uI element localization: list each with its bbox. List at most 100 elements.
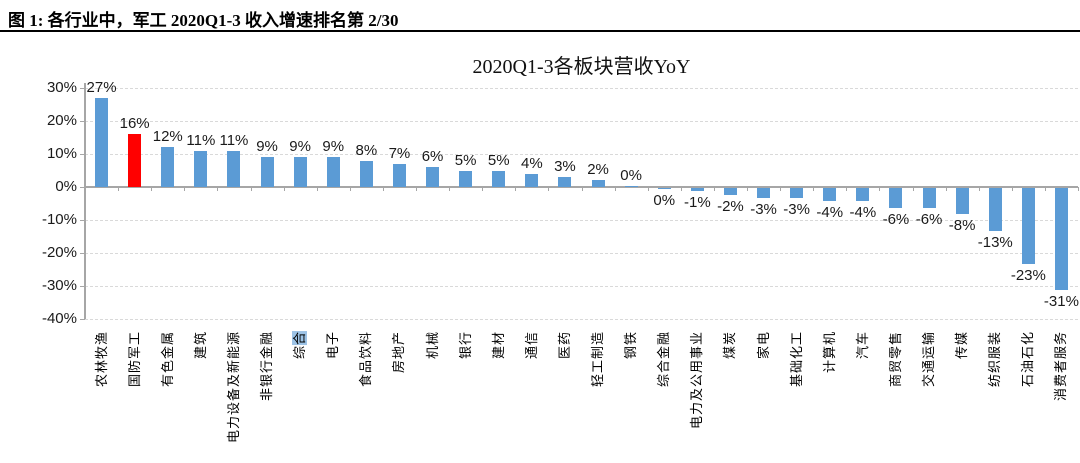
data-label: 27% bbox=[86, 78, 117, 96]
gridline bbox=[85, 220, 1078, 221]
gridline bbox=[85, 88, 1078, 89]
category-label-text: 综合 bbox=[292, 331, 308, 360]
data-label: 4% bbox=[521, 154, 543, 172]
data-label: 16% bbox=[119, 115, 150, 133]
y-axis-tick bbox=[80, 187, 85, 188]
category-label-text: 计算机 bbox=[821, 331, 837, 374]
chart-bar bbox=[790, 188, 804, 198]
x-axis-tick bbox=[283, 187, 285, 191]
data-label: 0% bbox=[620, 167, 642, 185]
category-label-text: 石油石化 bbox=[1020, 331, 1036, 388]
x-axis-tick bbox=[85, 187, 86, 191]
chart-bar bbox=[657, 188, 671, 190]
data-label: 12% bbox=[152, 128, 183, 146]
chart-bar bbox=[128, 134, 142, 187]
data-label: -8% bbox=[948, 217, 976, 235]
x-axis-tick bbox=[813, 187, 815, 191]
y-axis-label: 10% bbox=[46, 145, 77, 162]
x-axis-tick bbox=[548, 187, 550, 191]
y-axis-label: -20% bbox=[41, 244, 77, 261]
chart-bar bbox=[459, 170, 473, 187]
y-axis-line bbox=[84, 83, 86, 319]
chart-bar bbox=[723, 188, 737, 195]
x-axis-tick bbox=[912, 187, 914, 191]
category-label-text: 交通运输 bbox=[921, 331, 937, 388]
category-label-text: 汽车 bbox=[854, 331, 870, 360]
x-axis-tick bbox=[747, 187, 748, 191]
x-axis-tick bbox=[647, 187, 649, 191]
data-label: 11% bbox=[186, 131, 216, 149]
chart-bar bbox=[558, 177, 572, 187]
category-label-text: 医药 bbox=[556, 331, 572, 360]
x-axis-tick bbox=[250, 187, 252, 191]
gridline bbox=[85, 319, 1078, 320]
data-label: 7% bbox=[388, 144, 411, 162]
data-label: -23% bbox=[1010, 266, 1046, 284]
category-label-text: 轻工制造 bbox=[590, 331, 606, 388]
chart-bar bbox=[922, 188, 936, 208]
y-axis-tick bbox=[80, 253, 85, 254]
category-label-text: 煤炭 bbox=[722, 331, 738, 360]
chart-title: 2020Q1-3各板块营收YoY bbox=[472, 56, 691, 78]
category-label-text: 农林牧渔 bbox=[93, 331, 109, 388]
chart-bar bbox=[1021, 188, 1035, 264]
data-label: 11% bbox=[219, 131, 249, 149]
data-label: 9% bbox=[289, 138, 311, 156]
data-label: 2% bbox=[587, 161, 609, 179]
y-axis-tick bbox=[80, 319, 85, 320]
data-label: 3% bbox=[554, 158, 576, 176]
x-axis-tick bbox=[449, 187, 451, 191]
chart-bar bbox=[161, 147, 175, 187]
chart-bar bbox=[690, 188, 704, 192]
x-axis-tick bbox=[780, 187, 782, 191]
x-axis-tick bbox=[846, 187, 848, 191]
category-label-text: 商贸零售 bbox=[887, 331, 903, 388]
data-label: 6% bbox=[421, 148, 444, 166]
y-axis-label: 30% bbox=[46, 79, 77, 96]
caption-divider bbox=[0, 30, 1080, 32]
x-axis-tick bbox=[1044, 187, 1046, 191]
category-label-text: 电子 bbox=[325, 331, 341, 360]
x-axis-tick bbox=[713, 187, 715, 191]
data-label: 9% bbox=[256, 138, 278, 156]
chart-bar bbox=[260, 157, 274, 187]
category-label-text: 机械 bbox=[424, 331, 440, 360]
chart-bar bbox=[426, 167, 440, 187]
y-axis-tick bbox=[80, 220, 85, 221]
data-label: -3% bbox=[750, 200, 777, 218]
gridline bbox=[85, 286, 1078, 287]
y-axis-tick bbox=[80, 154, 85, 155]
chart-bar bbox=[293, 157, 307, 187]
bar-chart-plot-area: 30% 20% 10% 0% -10% -20% -30% -40% 27% 16% 12% 11% 1… bbox=[42, 79, 1079, 327]
gridline bbox=[85, 253, 1078, 254]
category-label-text: 综合金融 bbox=[656, 331, 672, 388]
category-label-text: 电力及公用事业 bbox=[689, 331, 705, 430]
data-label: -1% bbox=[684, 194, 711, 212]
category-label-text: 有色金属 bbox=[159, 331, 175, 388]
chart-bar bbox=[591, 180, 605, 187]
chart-bar bbox=[194, 150, 208, 187]
x-axis-tick bbox=[1011, 187, 1013, 191]
category-label-text: 通信 bbox=[523, 331, 539, 360]
data-label: -4% bbox=[816, 204, 844, 222]
y-axis-label: 20% bbox=[46, 112, 77, 129]
x-axis-tick bbox=[349, 187, 351, 191]
x-axis-tick bbox=[945, 187, 947, 191]
category-label-text: 钢铁 bbox=[623, 331, 639, 360]
data-label: -6% bbox=[882, 210, 910, 228]
chart-bar bbox=[624, 186, 638, 188]
data-label: 0% bbox=[653, 192, 676, 210]
category-label-text: 食品饮料 bbox=[358, 331, 374, 388]
chart-bar bbox=[95, 97, 109, 187]
x-axis-tick bbox=[879, 187, 881, 191]
chart-bar bbox=[955, 188, 969, 215]
category-label-text: 国防军工 bbox=[126, 331, 142, 388]
data-label: -13% bbox=[977, 233, 1013, 251]
data-label: -6% bbox=[915, 210, 943, 228]
x-axis-tick bbox=[416, 187, 417, 191]
category-label-text: 基础化工 bbox=[788, 331, 804, 388]
gridline bbox=[85, 121, 1078, 122]
chart-bar bbox=[988, 188, 1002, 231]
category-label-text: 传媒 bbox=[954, 331, 970, 360]
chart-bar bbox=[1054, 188, 1068, 291]
